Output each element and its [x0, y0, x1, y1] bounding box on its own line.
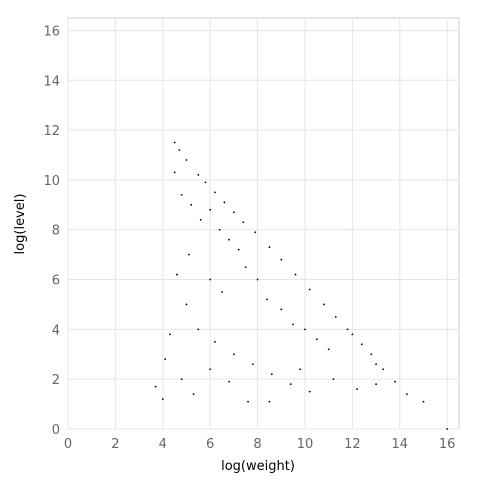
- data-point: [280, 258, 283, 261]
- data-point: [192, 393, 195, 396]
- x-tick-labels: 0 2 4 6 8 10 12 14 16: [64, 437, 456, 452]
- data-point: [375, 363, 377, 366]
- y-tick-label: 10: [43, 174, 60, 189]
- x-tick-label: 8: [253, 437, 261, 452]
- data-point: [375, 383, 377, 386]
- data-point: [266, 298, 268, 301]
- data-point: [185, 303, 188, 306]
- data-point: [237, 248, 240, 251]
- data-point: [351, 333, 354, 336]
- data-point: [197, 174, 200, 176]
- y-tick-label: 2: [52, 373, 60, 388]
- data-point: [199, 218, 202, 221]
- data-point: [173, 141, 176, 144]
- data-point: [268, 400, 271, 403]
- data-point: [154, 385, 157, 388]
- data-point: [299, 368, 302, 371]
- data-point: [251, 363, 254, 366]
- data-point: [161, 398, 164, 401]
- y-tick-label: 14: [43, 74, 60, 89]
- data-point: [187, 253, 190, 256]
- x-tick-label: 2: [111, 437, 119, 452]
- data-point: [304, 328, 306, 331]
- y-tick-label: 0: [52, 423, 60, 438]
- data-point: [209, 278, 212, 281]
- data-point: [315, 338, 318, 341]
- data-point: [232, 211, 235, 214]
- plot-area: [67, 17, 460, 430]
- data-point: [209, 208, 212, 211]
- x-tick-label: 12: [344, 437, 361, 452]
- data-point: [254, 231, 257, 234]
- y-tick-label: 4: [52, 323, 60, 338]
- data-point: [214, 191, 216, 194]
- data-point: [334, 316, 337, 318]
- data-point: [294, 273, 297, 276]
- data-point: [270, 373, 273, 376]
- x-axis-label: log(weight): [221, 459, 295, 474]
- data-point: [221, 291, 223, 293]
- data-point: [356, 388, 359, 391]
- data-point: [360, 343, 363, 346]
- data-point: [180, 193, 183, 196]
- data-point: [178, 149, 181, 151]
- data-point: [190, 203, 193, 206]
- data-points: [154, 141, 449, 430]
- data-point: [268, 246, 271, 249]
- data-point: [164, 358, 167, 361]
- data-point: [308, 390, 311, 393]
- data-point: [244, 266, 247, 268]
- x-tick-label: 4: [159, 437, 167, 452]
- x-tick-label: 10: [297, 437, 314, 452]
- data-point: [256, 278, 259, 281]
- data-point: [180, 378, 183, 381]
- data-point: [214, 340, 216, 343]
- x-tick-label: 6: [206, 437, 214, 452]
- grid: [67, 18, 459, 430]
- data-point: [168, 333, 171, 336]
- data-point: [247, 400, 249, 403]
- data-point: [292, 323, 295, 326]
- data-point: [209, 368, 212, 371]
- data-point: [176, 273, 178, 276]
- y-axis-label: log(level): [13, 194, 28, 255]
- data-point: [223, 201, 226, 204]
- data-point: [422, 400, 425, 403]
- y-tick-label: 8: [52, 224, 60, 239]
- data-point: [218, 228, 221, 231]
- data-point: [394, 380, 396, 383]
- data-point: [232, 353, 235, 356]
- y-tick-label: 12: [43, 124, 60, 139]
- data-point: [327, 348, 330, 351]
- data-point: [332, 378, 335, 381]
- data-point: [204, 181, 207, 184]
- data-point: [280, 308, 283, 311]
- data-point: [228, 380, 231, 383]
- data-point: [185, 159, 188, 161]
- x-tick-label: 16: [439, 437, 456, 452]
- data-point: [197, 328, 200, 331]
- data-point: [228, 238, 231, 241]
- data-point: [173, 171, 176, 174]
- x-tick-label: 0: [64, 437, 72, 452]
- data-point: [323, 303, 325, 306]
- data-point: [370, 353, 373, 356]
- data-point: [289, 383, 292, 386]
- data-point: [382, 368, 385, 371]
- data-point: [308, 288, 311, 291]
- data-point: [346, 328, 349, 331]
- data-point: [446, 428, 449, 430]
- y-tick-label: 16: [43, 24, 60, 39]
- y-tick-label: 6: [52, 274, 60, 289]
- data-point: [405, 393, 408, 396]
- y-tick-labels: 0 2 4 6 8 10 12 14 16: [43, 24, 60, 438]
- x-tick-label: 14: [391, 437, 408, 452]
- data-point: [242, 221, 245, 224]
